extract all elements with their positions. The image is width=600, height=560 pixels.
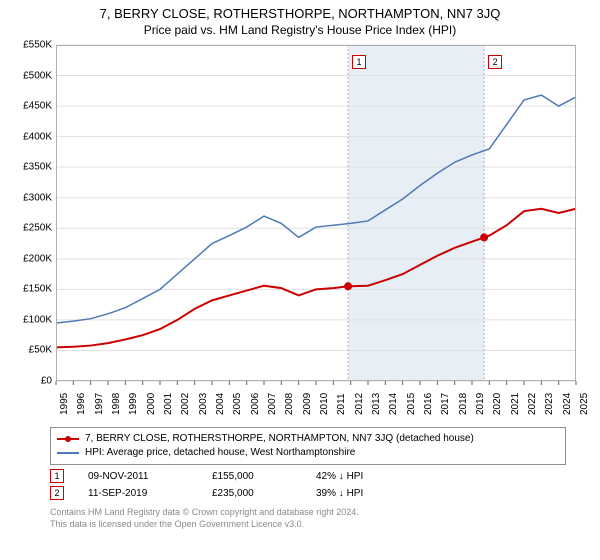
page-title: 7, BERRY CLOSE, ROTHERSTHORPE, NORTHAMPT…: [0, 0, 600, 21]
sale-marker-box: 2: [488, 55, 502, 69]
x-tick-label: 2018: [458, 393, 469, 415]
x-tick-label: 2009: [302, 393, 313, 415]
x-tick-label: 2010: [319, 393, 330, 415]
legend-swatch-property: [57, 438, 79, 440]
x-tick-label: 2024: [562, 393, 573, 415]
plot-border: [56, 45, 576, 381]
x-tick-label: 2014: [388, 393, 399, 415]
footer-text: Contains HM Land Registry data © Crown c…: [50, 506, 566, 530]
x-tick-label: 2021: [510, 393, 521, 415]
sale-date-2: 11-SEP-2019: [88, 488, 188, 499]
x-tick-label: 2001: [163, 393, 174, 415]
x-tick-label: 1995: [59, 393, 70, 415]
sale-row-1: 1 09-NOV-2011 £155,000 42% ↓ HPI: [50, 469, 566, 483]
x-tick-label: 2020: [492, 393, 503, 415]
x-tick-label: 2019: [475, 393, 486, 415]
legend-row-property: 7, BERRY CLOSE, ROTHERSTHORPE, NORTHAMPT…: [57, 432, 559, 446]
footer-line-2: This data is licensed under the Open Gov…: [50, 518, 566, 530]
sale-price-2: £235,000: [212, 488, 292, 499]
sale-marker-1: 1: [50, 469, 64, 483]
x-tick-label: 2025: [579, 393, 590, 415]
x-tick-label: 2003: [198, 393, 209, 415]
legend-label-property: 7, BERRY CLOSE, ROTHERSTHORPE, NORTHAMPT…: [85, 432, 474, 446]
x-tick-label: 2008: [284, 393, 295, 415]
sale-row-2: 2 11-SEP-2019 £235,000 39% ↓ HPI: [50, 486, 566, 500]
x-tick-label: 1996: [76, 393, 87, 415]
sale-marker-2: 2: [50, 486, 64, 500]
sale-date-1: 09-NOV-2011: [88, 471, 188, 482]
legend-label-hpi: HPI: Average price, detached house, West…: [85, 446, 355, 460]
x-tick-label: 2016: [423, 393, 434, 415]
x-tick-label: 2005: [232, 393, 243, 415]
page-subtitle: Price paid vs. HM Land Registry's House …: [0, 21, 600, 41]
sale-marker-box: 1: [352, 55, 366, 69]
sale-price-1: £155,000: [212, 471, 292, 482]
sale-delta-2: 39% ↓ HPI: [316, 488, 363, 499]
x-tick-label: 2022: [527, 393, 538, 415]
x-tick-label: 2006: [250, 393, 261, 415]
x-tick-label: 2002: [180, 393, 191, 415]
x-tick-label: 2012: [354, 393, 365, 415]
x-tick-label: 2007: [267, 393, 278, 415]
x-tick-label: 1998: [111, 393, 122, 415]
x-tick-label: 1997: [94, 393, 105, 415]
legend-row-hpi: HPI: Average price, detached house, West…: [57, 446, 559, 460]
x-tick-label: 1999: [128, 393, 139, 415]
legend-box: 7, BERRY CLOSE, ROTHERSTHORPE, NORTHAMPT…: [50, 427, 566, 465]
x-tick-label: 2011: [336, 393, 347, 415]
x-tick-label: 2013: [371, 393, 382, 415]
x-tick-label: 2004: [215, 393, 226, 415]
x-tick-label: 2023: [544, 393, 555, 415]
sale-delta-1: 42% ↓ HPI: [316, 471, 363, 482]
x-tick-label: 2015: [406, 393, 417, 415]
x-tick-label: 2000: [146, 393, 157, 415]
legend-swatch-hpi: [57, 452, 79, 454]
footer-line-1: Contains HM Land Registry data © Crown c…: [50, 506, 566, 518]
chart-area: £0£50K£100K£150K£200K£250K£300K£350K£400…: [8, 41, 588, 421]
x-tick-label: 2017: [440, 393, 451, 415]
